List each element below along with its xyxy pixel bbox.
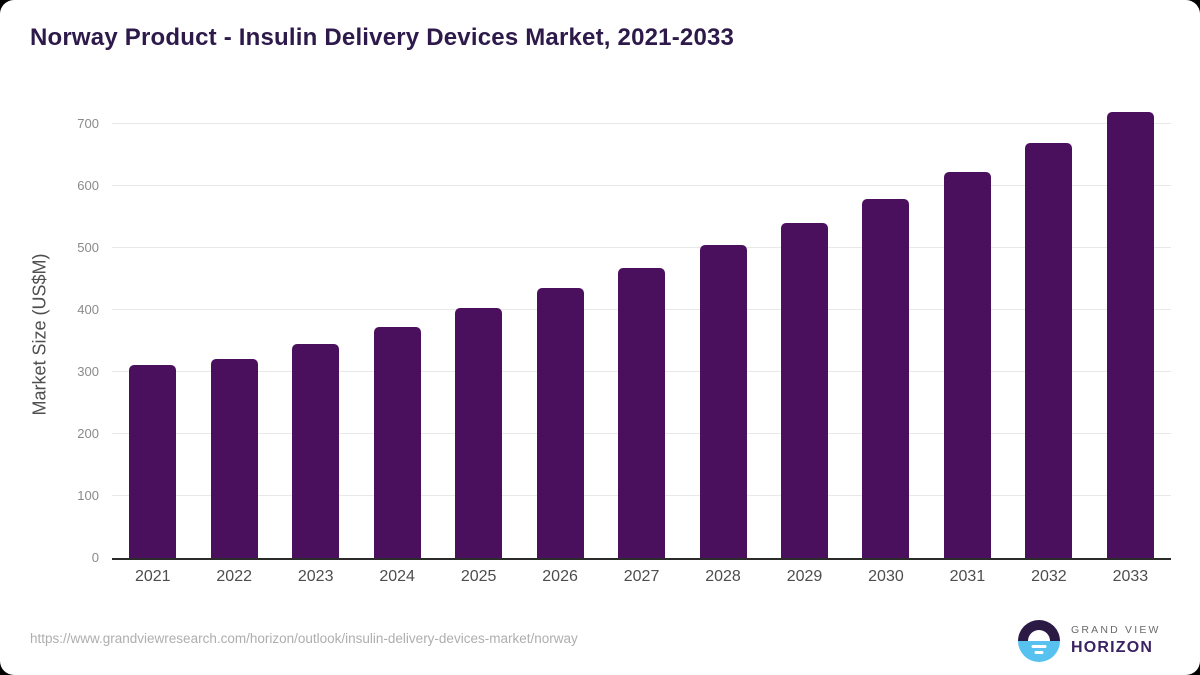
logo-text: GRAND VIEW HORIZON (1071, 624, 1161, 657)
bar-slot-2031 (927, 110, 1008, 558)
gridline-600 (112, 185, 1171, 186)
x-tick-label-2024: 2024 (379, 568, 415, 585)
bar-2022[interactable] (210, 358, 258, 558)
bar-slot-2022 (193, 110, 274, 558)
x-tick-label-2021: 2021 (134, 568, 171, 585)
x-tick-label-2027: 2027 (623, 568, 660, 585)
bar-slot-2024 (356, 110, 437, 558)
bar-slot-2025 (438, 110, 519, 558)
gridline-700 (112, 123, 1171, 124)
x-tick-label-2029: 2029 (786, 568, 823, 585)
logo-product-name: HORIZON (1071, 638, 1154, 656)
chart-title: Norway Product - Insulin Delivery Device… (30, 24, 735, 51)
x-tick-label-2031: 2031 (949, 568, 986, 585)
grand-view-horizon-logo: GRAND VIEW HORIZON (1018, 620, 1161, 662)
y-tick-label-0: 0 (91, 550, 99, 565)
x-tick-label-2023: 2023 (297, 568, 334, 585)
logo-horizon-line-2 (1034, 651, 1044, 654)
source-url: https://www.grandviewresearch.com/horizo… (30, 631, 578, 646)
logo-dome-shape (1028, 630, 1050, 641)
bar-series (112, 110, 1171, 558)
bar-2024[interactable] (373, 327, 421, 558)
y-axis-title-wrap: Market Size (US$M) (24, 110, 56, 558)
bar-slot-2029 (764, 110, 845, 558)
bar-slot-2030 (845, 110, 926, 558)
x-tick-label-2033: 2033 (1112, 568, 1149, 585)
bar-slot-2023 (275, 110, 356, 558)
bar-2030[interactable] (862, 199, 910, 558)
x-tick-label-2028: 2028 (705, 568, 741, 585)
bar-2028[interactable] (699, 244, 747, 558)
bar-2027[interactable] (618, 268, 666, 558)
y-axis-title: Market Size (US$M) (29, 252, 50, 416)
gridline-500 (112, 247, 1171, 248)
bar-2033[interactable] (1106, 111, 1154, 558)
y-tick-label-200: 200 (77, 426, 99, 441)
bar-2032[interactable] (1025, 143, 1073, 558)
x-tick-label-2025: 2025 (460, 568, 497, 585)
bar-slot-2028 (682, 110, 763, 558)
y-tick-label-500: 500 (77, 240, 99, 255)
bar-2026[interactable] (536, 288, 584, 558)
bar-2031[interactable] (943, 172, 991, 558)
bar-slot-2032 (1008, 110, 1089, 558)
bar-2029[interactable] (780, 223, 828, 558)
y-tick-label-100: 100 (77, 488, 99, 503)
y-tick-label-600: 600 (77, 178, 99, 193)
y-tick-label-300: 300 (77, 364, 99, 379)
y-tick-label-400: 400 (77, 302, 99, 317)
bar-slot-2026 (519, 110, 600, 558)
x-tick-label-2030: 2030 (868, 568, 904, 585)
logo-horizon-line-1 (1031, 645, 1047, 648)
x-tick-label-2032: 2032 (1031, 568, 1067, 585)
y-tick-label-700: 700 (77, 116, 99, 131)
bar-2023[interactable] (292, 344, 340, 558)
bar-2021[interactable] (129, 365, 177, 558)
horizon-sun-icon (1018, 620, 1060, 662)
x-axis-labels: 2021 2022 2023 2024 2025 2026 2027 2028 2029 2030… (112, 568, 1171, 586)
plot-area: 0 100 200 300 400 500 600 700 (77, 110, 1171, 565)
logo-brand-name: GRAND VIEW (1071, 624, 1161, 637)
x-tick-label-2026: 2026 (542, 568, 578, 585)
x-tick-label-2022: 2022 (216, 568, 252, 585)
bar-slot-2033 (1090, 110, 1171, 558)
bar-slot-2027 (601, 110, 682, 558)
bar-2025[interactable] (455, 308, 503, 558)
bar-slot-2021 (112, 110, 193, 558)
